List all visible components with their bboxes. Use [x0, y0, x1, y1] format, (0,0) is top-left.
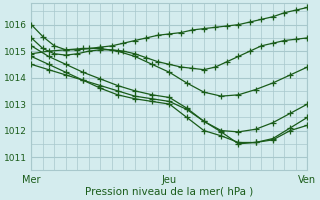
X-axis label: Pression niveau de la mer( hPa ): Pression niveau de la mer( hPa ) [85, 187, 253, 197]
